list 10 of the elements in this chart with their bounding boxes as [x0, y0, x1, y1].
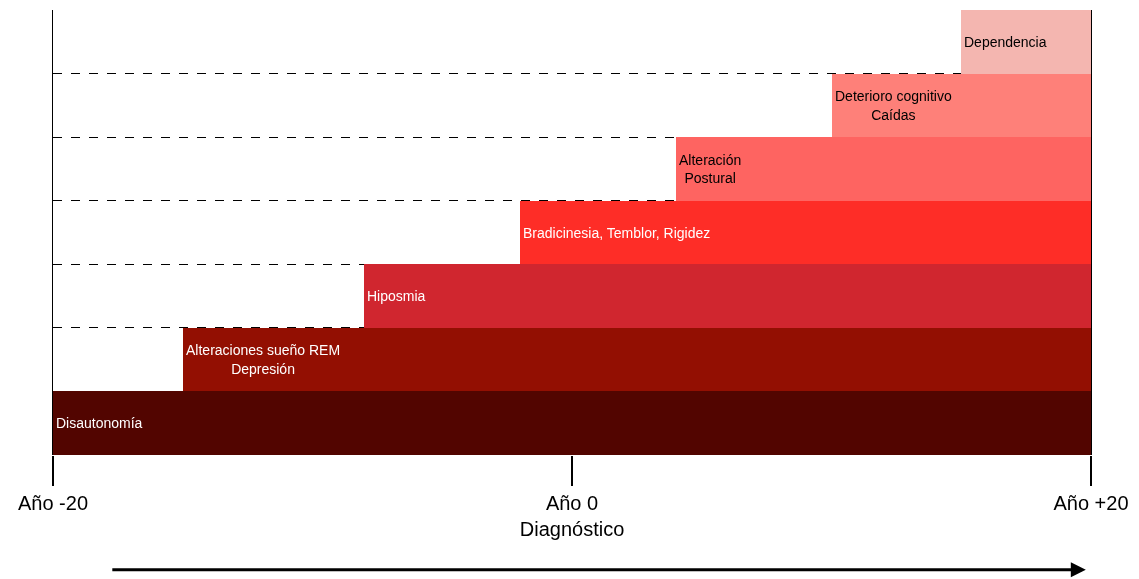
y-tick-label: Hiposmia: [367, 288, 426, 304]
y-tick-label: Bradicinesia, Temblor, Rigidez: [523, 224, 711, 241]
y-tick-label: Dependencia: [964, 34, 1047, 50]
y-tick-label: Disautonomía: [56, 415, 143, 431]
y-tick-label: Deterioro cognitivo Caídas: [835, 88, 952, 123]
y-tick-label: Alteraciones sueño REM Depresión: [186, 342, 341, 377]
x-tick-label: Año 0 Diagnóstico: [519, 492, 625, 540]
x-tick-label: Año +20: [1053, 492, 1129, 514]
y-tick-label: Alteración Postural: [679, 151, 742, 187]
x-tick-label: Año -20: [17, 492, 89, 514]
